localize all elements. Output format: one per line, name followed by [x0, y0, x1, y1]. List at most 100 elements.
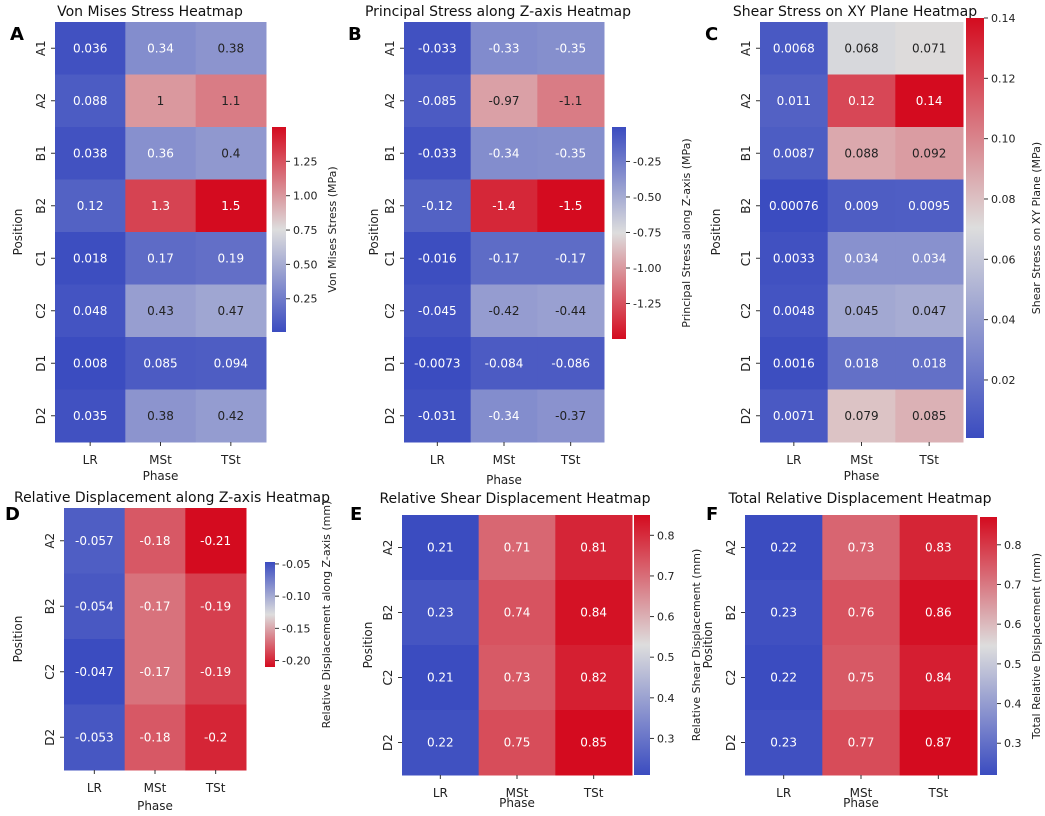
- heatmap-cell: [402, 580, 480, 646]
- heatmap-cell: [895, 179, 964, 233]
- y-tick-label: D1: [383, 355, 397, 372]
- colorbar-tick-label: -0.10: [282, 590, 310, 603]
- heatmap-cell: [402, 710, 480, 776]
- data-label: 0.17: [147, 251, 174, 265]
- y-tick-label: D2: [381, 734, 395, 751]
- data-label: 0.047: [912, 304, 946, 318]
- heatmap-cell: [827, 22, 896, 75]
- data-label: 0.22: [427, 736, 454, 750]
- y-tick-label: D2: [43, 729, 57, 746]
- heatmap-cell: [895, 127, 964, 180]
- heatmap-cell: [404, 284, 472, 338]
- heatmap-cell: [822, 645, 901, 711]
- heatmap-cell: [478, 645, 556, 711]
- colorbar: [966, 18, 984, 438]
- data-label: 0.84: [925, 671, 952, 685]
- heatmap-cell: [125, 389, 197, 443]
- x-tick-label: MSt: [850, 453, 873, 467]
- heatmap-cell: [55, 389, 126, 443]
- data-label: -0.17: [555, 251, 586, 265]
- data-label: 0.22: [770, 671, 797, 685]
- heatmap-cell: [185, 704, 247, 771]
- data-label: -0.016: [418, 251, 457, 265]
- data-label: 0.21: [427, 671, 454, 685]
- data-label: 0.86: [925, 606, 952, 620]
- heatmap-cell: [827, 179, 896, 233]
- heatmap-cell: [404, 179, 472, 233]
- data-label: -0.17: [488, 251, 519, 265]
- chart-title: Total Relative Displacement Heatmap: [727, 491, 991, 507]
- colorbar-tick-label: 0.7: [657, 570, 675, 583]
- data-label: 0.0033: [773, 251, 815, 265]
- heatmap-cell: [124, 573, 186, 640]
- heatmap-cell: [125, 74, 197, 128]
- data-label: 0.36: [147, 146, 174, 160]
- y-tick-label: B1: [34, 145, 48, 161]
- y-tick-label: D2: [724, 734, 738, 751]
- chart-title: Principal Stress along Z-axis Heatmap: [365, 4, 631, 20]
- y-tick-label: B2: [34, 198, 48, 214]
- heatmap-cell: [827, 74, 896, 128]
- colorbar-label: Relative Shear Displacement (mm): [690, 549, 703, 741]
- y-tick-label: C2: [739, 303, 753, 319]
- x-tick-label: TSt: [583, 786, 604, 800]
- heatmap-cell: [125, 337, 197, 390]
- colorbar-label: Principal Stress along Z-axis (MPa): [680, 138, 693, 327]
- data-label: 0.34: [147, 41, 174, 55]
- heatmap-cell: [899, 515, 978, 581]
- data-label: 1.3: [151, 199, 170, 213]
- colorbar-tick-label: -0.05: [282, 558, 310, 571]
- data-label: -1.1: [559, 94, 582, 108]
- heatmap-panel-c: C Shear Stress on XY Plane Heatmap 0.0068 0…: [705, 4, 1043, 483]
- x-tick-label: LR: [87, 781, 102, 795]
- heatmap-cell: [470, 389, 538, 443]
- heatmap-cell: [195, 22, 267, 75]
- data-label: -0.085: [418, 94, 457, 108]
- data-label: 0.73: [504, 671, 531, 685]
- heatmap-panel-f: F Total Relative Displacement Heatmap 0.22…: [701, 491, 1043, 810]
- heatmap-cell: [55, 337, 126, 390]
- heatmap-cell: [822, 580, 901, 646]
- data-label: 0.011: [777, 94, 811, 108]
- data-label: -0.17: [139, 665, 170, 679]
- data-label: 0.81: [580, 541, 607, 555]
- heatmap-cell: [185, 508, 247, 574]
- heatmap-cell: [404, 22, 472, 75]
- data-label: -0.35: [555, 41, 586, 55]
- y-tick-label: D2: [739, 407, 753, 424]
- data-label: 0.071: [912, 41, 946, 55]
- data-label: -1.4: [492, 199, 515, 213]
- heatmap-cell: [470, 74, 538, 128]
- heatmap-cell: [55, 22, 126, 75]
- y-tick-label: A2: [724, 540, 738, 556]
- heatmap-cell: [124, 704, 186, 771]
- data-label: 0.23: [427, 606, 454, 620]
- heatmap-cell: [124, 508, 186, 574]
- panel-letter: C: [705, 24, 718, 45]
- data-label: -0.2: [204, 730, 227, 744]
- chart-title: Relative Displacement along Z-axis Heatm…: [14, 490, 330, 506]
- colorbar-tick-label: 0.5: [1004, 658, 1022, 671]
- heatmap-cell: [899, 710, 978, 776]
- data-label: 0.00076: [769, 199, 819, 213]
- heatmap-cell: [760, 389, 829, 443]
- heatmap-cell: [402, 645, 480, 711]
- chart-title: Relative Shear Displacement Heatmap: [379, 491, 650, 507]
- data-label: 0.0071: [773, 409, 815, 423]
- data-label: 0.0048: [773, 304, 815, 318]
- colorbar-tick-label: 0.08: [991, 193, 1016, 206]
- x-tick-label: TSt: [220, 453, 241, 467]
- heatmap-cell: [899, 645, 978, 711]
- heatmap-cell: [470, 127, 538, 180]
- y-tick-label: D2: [383, 407, 397, 424]
- heatmap-cell: [404, 127, 472, 180]
- data-label: 0.71: [504, 541, 531, 555]
- heatmap-cell: [537, 179, 605, 233]
- data-label: 0.038: [73, 146, 107, 160]
- heatmap-cell: [125, 284, 197, 338]
- data-label: 0.018: [844, 356, 878, 370]
- x-tick-label: LR: [776, 786, 791, 800]
- y-tick-label: A2: [43, 533, 57, 549]
- data-label: 0.0095: [908, 199, 950, 213]
